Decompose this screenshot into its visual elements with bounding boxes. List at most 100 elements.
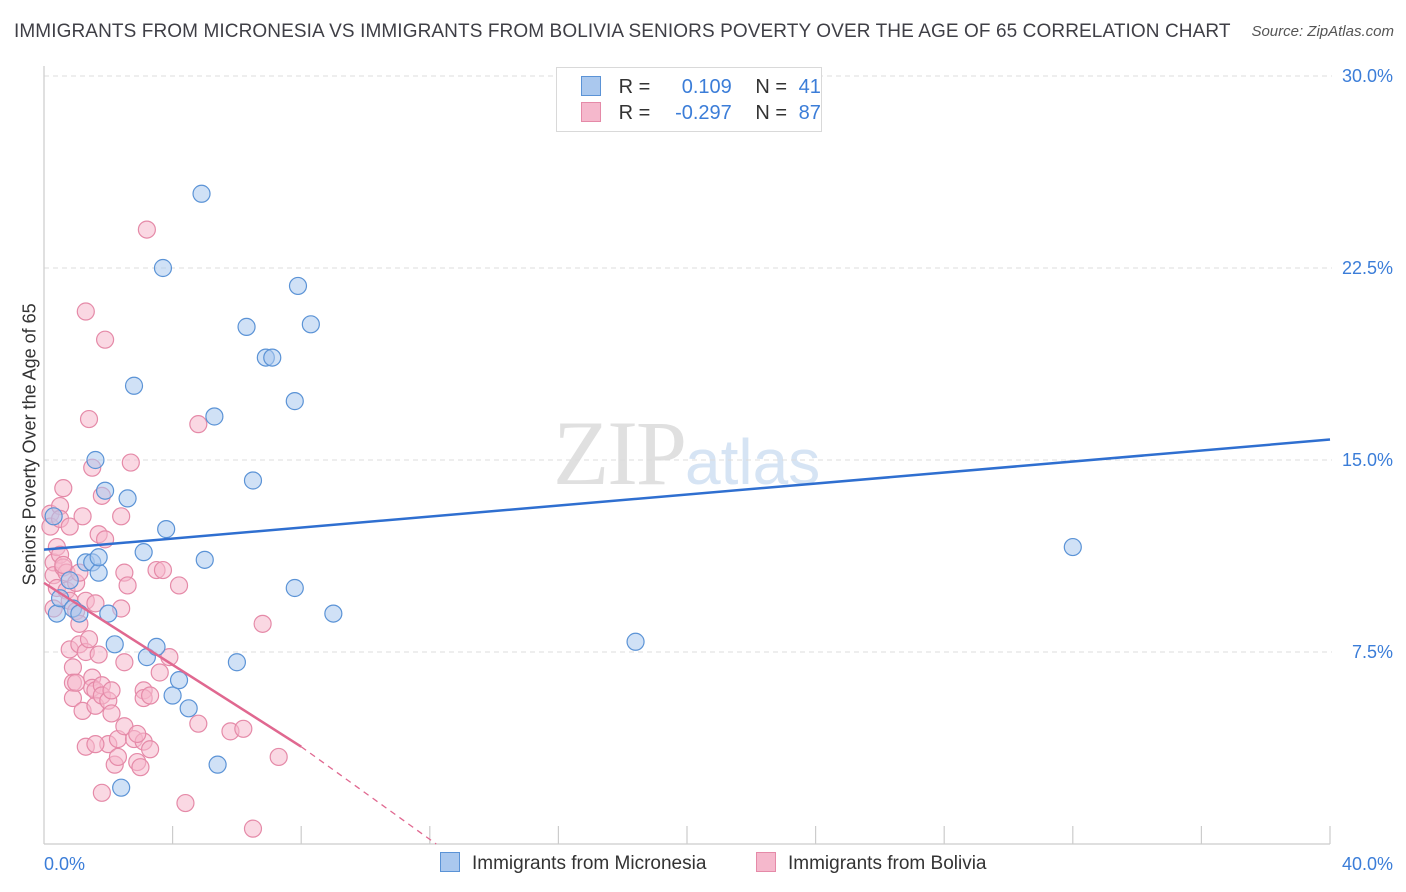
micronesia-point [157,520,176,539]
micronesia-point [112,778,131,797]
bolivia-swatch [756,852,776,872]
y-tick-label: 22.5% [1342,258,1393,278]
micronesia-point [134,543,153,562]
micronesia-swatch [440,852,460,872]
micronesia-point [89,563,108,582]
bolivia-legend-label: Immigrants from Bolivia [788,853,987,874]
x-tick-label: 40.0% [1342,854,1393,874]
y-tick-label: 30.0% [1342,66,1393,86]
micronesia-point [179,699,198,718]
bolivia-point [137,220,156,239]
bolivia-point [86,594,105,613]
legend-n-value: 87 [798,102,821,124]
bolivia-point [189,415,208,434]
legend-r-label: R = [618,76,651,98]
micronesia-point [237,317,256,336]
bolivia-point [112,507,131,526]
bolivia-point [115,653,134,672]
micronesia-point [153,258,173,278]
bolivia-point [150,663,169,682]
bottom-legend-micronesia: Immigrants from Micronesia [440,852,706,875]
micronesia-point [86,450,105,470]
micronesia-point [301,315,320,334]
bolivia-point [54,555,73,575]
bolivia-trend-extension [300,746,437,845]
y-tick-label: 7.5% [1352,642,1393,662]
legend-n-label: N = [755,76,788,98]
bolivia-point [243,819,263,838]
micronesia-point [169,671,189,690]
micronesia-point [243,471,263,490]
bolivia-point [79,409,99,429]
bolivia-point [153,560,173,580]
bolivia-point [118,576,137,595]
bolivia-point [60,517,79,536]
micronesia-point [263,348,282,367]
micronesia-point [192,184,211,203]
micronesia-point [1063,537,1082,557]
micronesia-point [118,489,137,508]
micronesia-point [227,653,246,672]
bolivia-point [76,302,95,321]
bolivia-point [169,576,189,595]
bolivia-point [95,330,115,349]
bolivia-point [102,704,121,723]
micronesia-point [105,635,124,654]
bolivia-point [73,507,92,526]
bolivia-point [86,735,105,754]
chart-title: IMMIGRANTS FROM MICRONESIA VS IMMIGRANTS… [14,21,1231,42]
source-label: Source: ZipAtlas.com [1251,23,1394,40]
micronesia-point [208,755,227,774]
y-tick-label: 15.0% [1342,450,1393,470]
micronesia-point [47,604,66,623]
bolivia-point [234,719,253,738]
micronesia-point [163,686,182,705]
legend-r-value: -0.297 [675,102,732,124]
bolivia-point [102,681,121,700]
bolivia-swatch [581,102,601,122]
bolivia-point [54,479,73,498]
legend-r-value: 0.109 [681,76,732,98]
micronesia-point [70,604,89,623]
bolivia-point [79,630,99,649]
micronesia-point [285,578,304,598]
bolivia-point [269,747,288,767]
micronesia-legend-label: Immigrants from Micronesia [472,853,707,874]
bolivia-point [108,747,128,767]
micronesia-point [44,507,63,526]
micronesia-point [285,392,304,411]
bolivia-point [128,724,147,744]
micronesia-point [147,637,166,656]
bolivia-point [67,673,86,692]
bolivia-point [140,740,160,759]
micronesia-point [288,276,308,296]
correlation-legend: R = 0.109 N = 41 R = -0.297 N = 87 [556,67,822,132]
watermark: ZIPatlas [553,400,820,506]
micronesia-point [99,604,118,623]
micronesia-swatch [581,76,601,96]
bolivia-point [89,645,108,664]
bolivia-point [189,714,208,733]
micronesia-point [205,407,224,426]
legend-n-label: N = [755,102,788,124]
legend-r-label: R = [618,102,651,124]
legend-row-micronesia: R = 0.109 N = 41 [581,76,821,100]
legend-row-bolivia: R = -0.297 N = 87 [581,102,821,126]
micronesia-point [60,571,79,590]
bolivia-point [253,614,272,633]
micronesia-point [95,481,115,500]
micronesia-point [195,550,214,569]
bolivia-trend-line [43,581,302,748]
bolivia-point [176,793,195,813]
bolivia-point [131,758,150,777]
bolivia-point [121,453,140,472]
bolivia-point [92,783,111,802]
legend-n-value: 41 [798,76,821,98]
bolivia-point [140,686,160,705]
micronesia-point [124,376,144,395]
micronesia-point [89,548,108,567]
micronesia-point [324,604,343,623]
watermark-zip: ZIP [553,402,687,504]
bottom-legend-bolivia: Immigrants from Bolivia [756,852,987,875]
